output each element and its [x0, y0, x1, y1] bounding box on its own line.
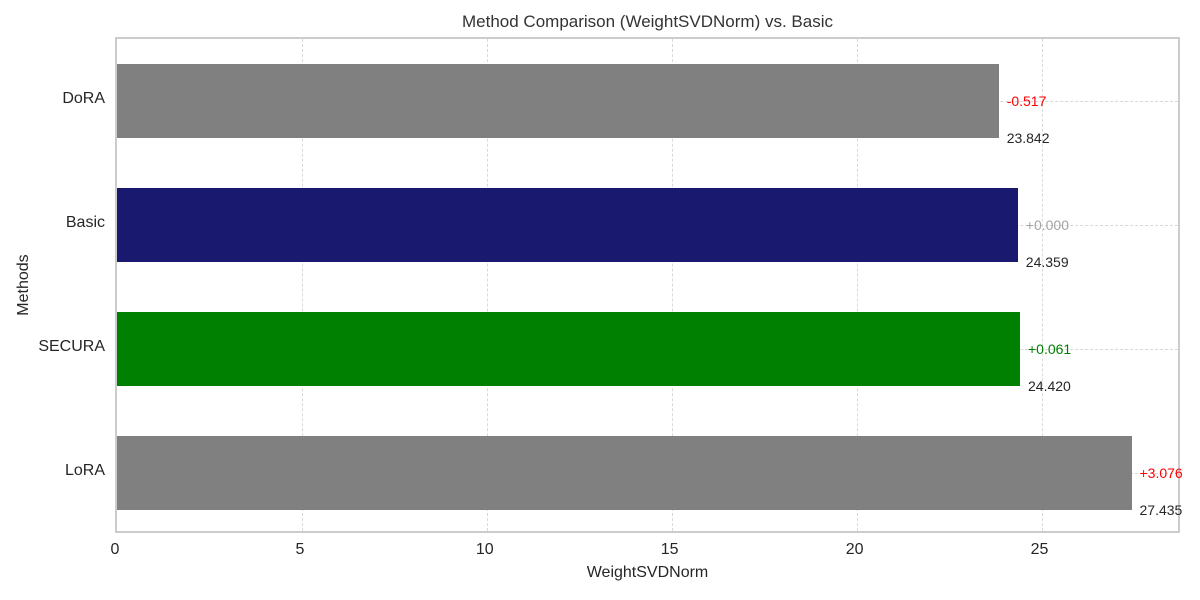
x-grid-line	[856, 39, 858, 531]
x-grid-line	[671, 39, 673, 531]
value-label: 24.420	[1028, 378, 1071, 394]
y-tick-label: Basic	[65, 214, 105, 231]
y-tick-label: SECURA	[38, 338, 105, 355]
y-axis-label: Methods	[15, 254, 32, 316]
x-tick-label: 5	[295, 541, 305, 558]
value-label: 24.359	[1025, 254, 1069, 270]
x-axis-label: WeightSVDNorm	[586, 564, 709, 581]
delta-label: +3.076	[1139, 465, 1183, 481]
delta-label: -0.517	[1006, 93, 1047, 109]
delta-label: +0.000	[1025, 217, 1070, 233]
value-label: 27.435	[1139, 502, 1183, 518]
chart-title: Method Comparison (WeightSVDNorm) vs. Ba…	[462, 12, 833, 31]
bar-lora	[117, 436, 1132, 510]
value-label: 23.842	[1006, 130, 1050, 146]
plot-area: -0.517 23.842 +0.000 24.359 +0.061 24.420 +3.0…	[115, 37, 1183, 533]
x-tick-label: 0	[110, 541, 120, 558]
x-tick-label: 25	[1030, 541, 1049, 558]
x-grid-line	[486, 39, 488, 531]
x-grid-line	[1041, 39, 1043, 531]
bar-dora	[117, 64, 999, 138]
x-tick-label: 10	[475, 541, 494, 558]
x-tick-label: 15	[660, 541, 679, 558]
y-tick-label: LoRA	[64, 462, 105, 479]
delta-label: +0.061	[1028, 341, 1072, 357]
bar-basic	[117, 188, 1018, 262]
y-tick-label: DoRA	[62, 90, 105, 107]
x-tick-label: 20	[845, 541, 864, 558]
bar-secura	[117, 312, 1020, 386]
x-grid-line	[301, 39, 303, 531]
